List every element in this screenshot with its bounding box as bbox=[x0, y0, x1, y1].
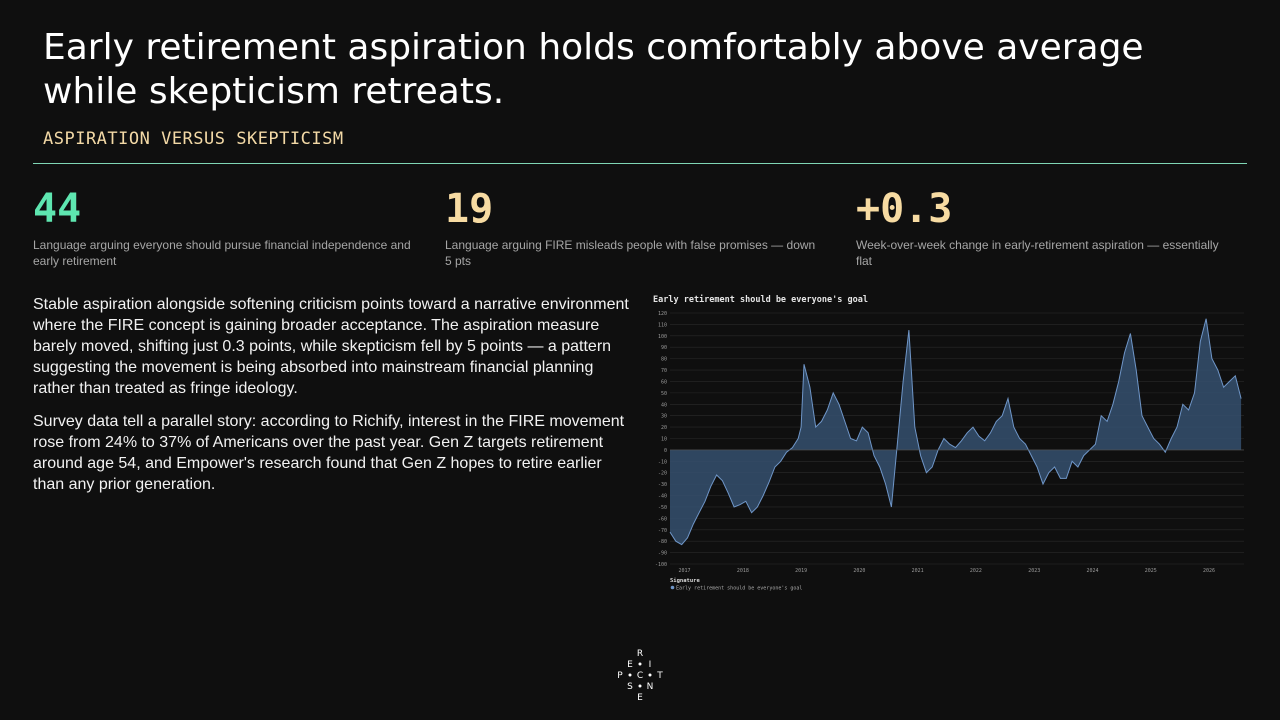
series-line bbox=[669, 318, 1242, 546]
y-tick-label: -40 bbox=[658, 494, 667, 500]
x-tick-label: 2017 bbox=[679, 568, 691, 574]
x-tick-label: 2024 bbox=[1086, 568, 1098, 574]
y-tick-label: 40 bbox=[661, 402, 667, 408]
stat-weekly-change: +0.3 Week-over-week change in early-reti… bbox=[856, 186, 1236, 269]
legend-marker bbox=[670, 585, 675, 590]
y-tick-label: -20 bbox=[658, 471, 667, 477]
header-divider bbox=[33, 163, 1247, 164]
brand-logo: RE IP C TS NE bbox=[617, 649, 663, 703]
body-text: Stable aspiration alongside softening cr… bbox=[33, 294, 633, 507]
y-tick-label: 100 bbox=[658, 334, 667, 340]
stat-value: 19 bbox=[445, 186, 494, 232]
stat-description: Week-over-week change in early-retiremen… bbox=[856, 238, 1219, 268]
logo-letter: S bbox=[627, 682, 633, 692]
y-tick-label: 80 bbox=[661, 357, 667, 363]
stat-description: Language arguing FIRE misleads people wi… bbox=[445, 238, 816, 268]
logo-letter: I bbox=[649, 660, 652, 670]
y-tick-label: -10 bbox=[658, 459, 667, 465]
stat-value: 44 bbox=[33, 186, 82, 232]
y-tick-label: 110 bbox=[658, 322, 667, 328]
logo-letter: T bbox=[656, 671, 663, 681]
y-tick-label: 60 bbox=[661, 379, 667, 385]
x-tick-label: 2020 bbox=[853, 568, 865, 574]
legend-title: Signature bbox=[670, 578, 700, 584]
signature-area-chart: Early retirement should be everyone's go… bbox=[653, 294, 1244, 592]
logo-letter: E bbox=[627, 660, 633, 670]
paragraph-2: Survey data tell a parallel story: accor… bbox=[33, 413, 625, 493]
x-tick-label: 2022 bbox=[970, 568, 982, 574]
logo-letter: P bbox=[617, 671, 623, 681]
logo-letter: N bbox=[647, 682, 654, 692]
x-tick-label: 2018 bbox=[737, 568, 749, 574]
y-tick-label: -30 bbox=[658, 482, 667, 488]
page-title: Early retirement aspiration holds comfor… bbox=[43, 27, 1144, 112]
y-tick-label: 10 bbox=[661, 437, 667, 443]
stat-description: Language arguing everyone should pursue … bbox=[33, 238, 411, 268]
paragraph-1: Stable aspiration alongside softening cr… bbox=[33, 296, 629, 397]
y-tick-label: -50 bbox=[658, 505, 667, 511]
y-tick-label: -80 bbox=[658, 539, 667, 545]
y-tick-label: 0 bbox=[664, 448, 667, 454]
x-tick-label: 2026 bbox=[1203, 568, 1215, 574]
logo-letter: R bbox=[637, 649, 643, 659]
stat-aspiration: 44 Language arguing everyone should purs… bbox=[33, 186, 413, 269]
chart-title: Early retirement should be everyone's go… bbox=[653, 294, 868, 305]
x-tick-label: 2019 bbox=[795, 568, 807, 574]
y-tick-label: 20 bbox=[661, 425, 667, 431]
y-tick-label: 70 bbox=[661, 368, 667, 374]
x-tick-label: 2025 bbox=[1145, 568, 1157, 574]
logo-dot bbox=[638, 662, 642, 666]
section-subtitle: ASPIRATION VERSUS SKEPTICISM bbox=[43, 129, 344, 149]
y-tick-label: 90 bbox=[661, 345, 667, 351]
series-area bbox=[670, 318, 1242, 545]
y-tick-label: 30 bbox=[661, 414, 667, 420]
logo-dot bbox=[628, 673, 632, 677]
logo-dot bbox=[648, 673, 652, 677]
logo-letter: E bbox=[637, 693, 643, 703]
y-tick-label: -100 bbox=[655, 562, 667, 568]
stat-skepticism: 19 Language arguing FIRE misleads people… bbox=[445, 186, 825, 269]
y-tick-label: -70 bbox=[658, 528, 667, 534]
stat-value: +0.3 bbox=[856, 186, 953, 232]
logo-dot bbox=[638, 684, 642, 688]
x-tick-label: 2023 bbox=[1028, 568, 1040, 574]
logo-letter: C bbox=[637, 671, 643, 681]
legend-entry: Early retirement should be everyone's go… bbox=[676, 586, 802, 592]
y-tick-label: 50 bbox=[661, 391, 667, 397]
y-tick-label: 120 bbox=[658, 311, 667, 317]
y-tick-label: -60 bbox=[658, 516, 667, 522]
x-tick-label: 2021 bbox=[912, 568, 924, 574]
y-tick-label: -90 bbox=[658, 551, 667, 557]
